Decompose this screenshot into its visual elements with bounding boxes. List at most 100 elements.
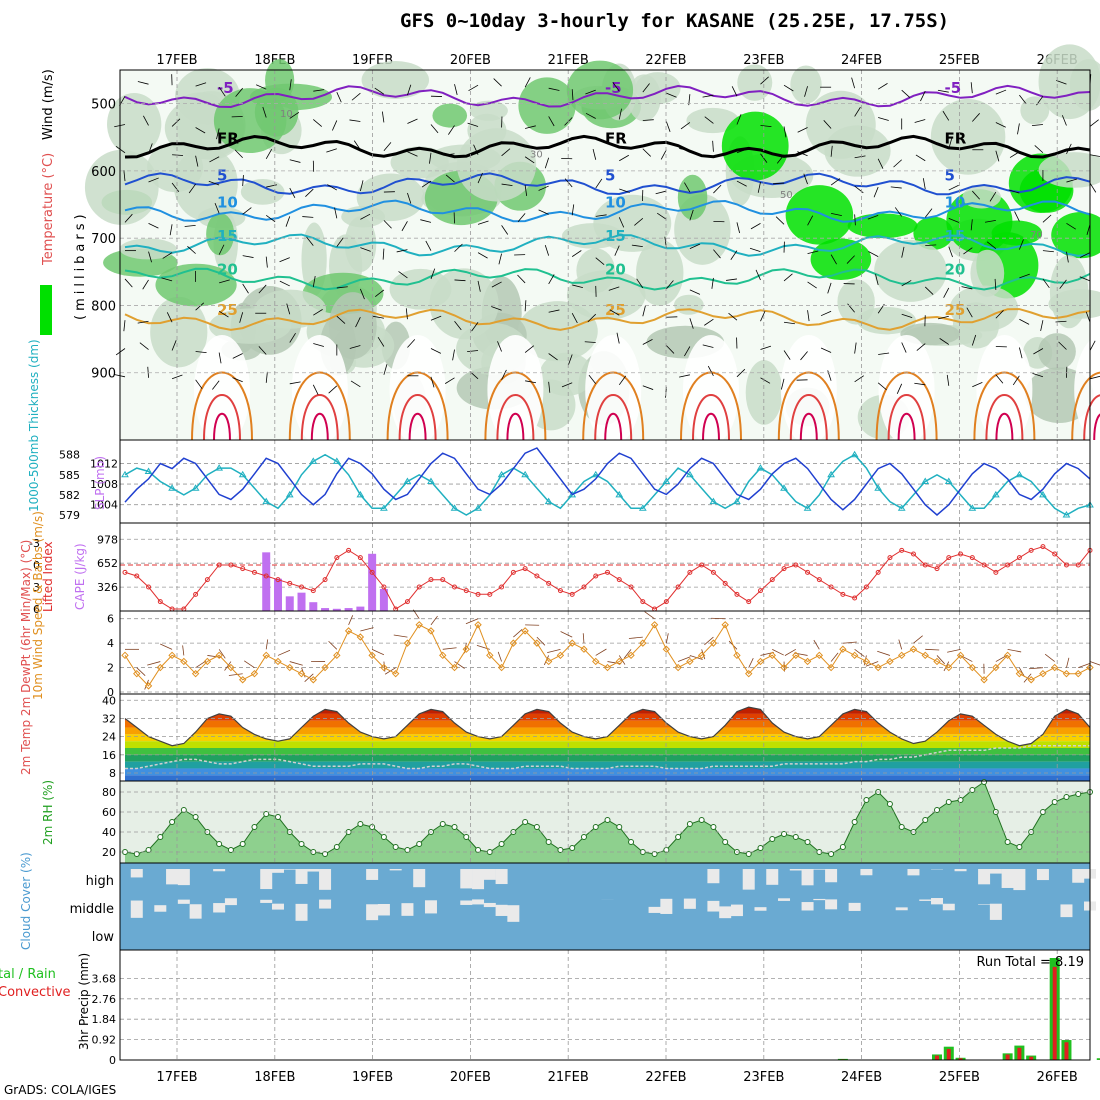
wind-barb <box>634 218 644 226</box>
wind-barb <box>1089 119 1099 127</box>
li-point <box>1052 551 1058 557</box>
wind-barb <box>704 116 714 124</box>
rh-area <box>1038 44 1100 120</box>
wind10-point <box>156 663 165 672</box>
wind-barb <box>454 320 462 331</box>
rh-point <box>745 851 752 857</box>
wind-barb <box>971 334 977 346</box>
wind-barb <box>680 122 691 130</box>
wind-barb <box>901 89 911 98</box>
wind10-barb <box>207 655 222 658</box>
cloud-gap-high <box>1001 869 1014 888</box>
li-point <box>746 599 752 605</box>
wind-barb <box>336 237 344 247</box>
surface-isotherm <box>213 412 231 441</box>
wind10-barb <box>182 645 185 656</box>
dry-plume <box>683 335 739 445</box>
wind-barb <box>326 148 337 153</box>
rh-area <box>913 216 954 250</box>
li-point <box>487 591 493 597</box>
wind-barb <box>334 207 338 219</box>
isotherm-label: 20 <box>605 261 626 279</box>
wind-barb <box>946 374 950 386</box>
cloud-gap-mid <box>366 904 379 921</box>
thickness-line-marker <box>474 504 482 511</box>
wind-barb <box>497 341 502 352</box>
thickness-line-marker <box>191 484 200 491</box>
wind-barb <box>124 213 133 223</box>
temp-band <box>125 713 1090 721</box>
precip-conv-bar <box>1017 1047 1022 1060</box>
rh-tick-label: 20 <box>102 846 116 859</box>
wind-barb <box>854 106 861 117</box>
rh-point <box>416 841 423 847</box>
wind-barb <box>232 377 243 383</box>
dewpt-line <box>125 744 1090 770</box>
wind-barb <box>807 281 817 289</box>
rh-area <box>432 103 468 128</box>
wind-barb <box>381 111 385 123</box>
cloud-gap-mid <box>377 903 390 916</box>
wind-barb <box>631 244 643 248</box>
rh-point <box>451 824 458 830</box>
wind-barb <box>1008 189 1020 194</box>
rh-area <box>1020 96 1050 125</box>
rh-point <box>604 817 611 823</box>
cape-bar <box>262 552 271 611</box>
wind-barb <box>171 182 180 192</box>
wind-barb <box>750 222 761 230</box>
thickness-line-marker <box>427 477 435 484</box>
wind-barb <box>924 208 933 218</box>
wind-barb <box>584 341 596 343</box>
wind-barb <box>571 250 582 257</box>
rh-area <box>456 128 537 202</box>
thickness-tick-label: 582 <box>59 489 80 502</box>
wind-barb <box>943 287 950 298</box>
rh-area <box>686 107 739 134</box>
li-point <box>699 562 705 568</box>
wind-barb <box>823 120 832 129</box>
wind-barb <box>854 155 866 159</box>
rh-point <box>1075 791 1082 797</box>
wind10-barb <box>160 643 173 650</box>
cloud-gap-high <box>789 869 802 871</box>
wind10-barb <box>665 633 669 644</box>
slp-line <box>124 447 1091 516</box>
wind-barb <box>477 252 488 259</box>
wind-barb <box>289 381 301 385</box>
wind-barb <box>1042 214 1052 223</box>
wind10-point <box>333 651 341 660</box>
date-label-bottom: 19FEB <box>352 1070 393 1085</box>
date-label-top: 21FEB <box>548 53 589 68</box>
wind-barb <box>875 274 879 286</box>
surface-isotherm <box>604 412 623 441</box>
cloud-gap-mid <box>778 898 791 901</box>
cloud-gap-mid <box>460 900 473 905</box>
wind-barb <box>854 375 864 383</box>
wind-barb <box>1040 320 1044 332</box>
wind-barb <box>139 342 149 350</box>
rh-point <box>569 845 576 851</box>
chart-title: GFS 0~10day 3-hourly for KASANE (25.25E,… <box>400 10 950 32</box>
wind10-point <box>686 657 694 666</box>
rh-area <box>150 296 208 368</box>
wind10-point <box>603 663 612 672</box>
wind-barb <box>689 243 701 250</box>
wind-barb <box>383 364 388 375</box>
dry-plume <box>291 335 348 445</box>
cloud-gap-high <box>989 869 1002 874</box>
temp-tick-label: 24 <box>102 731 116 744</box>
cloud-gap-high <box>1072 869 1085 883</box>
rh-point <box>239 841 246 847</box>
wind-barb <box>258 346 267 355</box>
wind10-barb <box>228 673 243 676</box>
wind10-barb <box>465 618 479 625</box>
run-total-annotation: Run Total = 8.19 <box>976 955 1084 970</box>
li-point <box>204 577 210 583</box>
rh-point <box>934 807 941 813</box>
wind-barb <box>328 385 338 394</box>
wind-barb <box>571 204 575 216</box>
wind-barb <box>608 286 620 291</box>
rh-point <box>557 847 564 853</box>
wind10-point <box>356 633 365 641</box>
